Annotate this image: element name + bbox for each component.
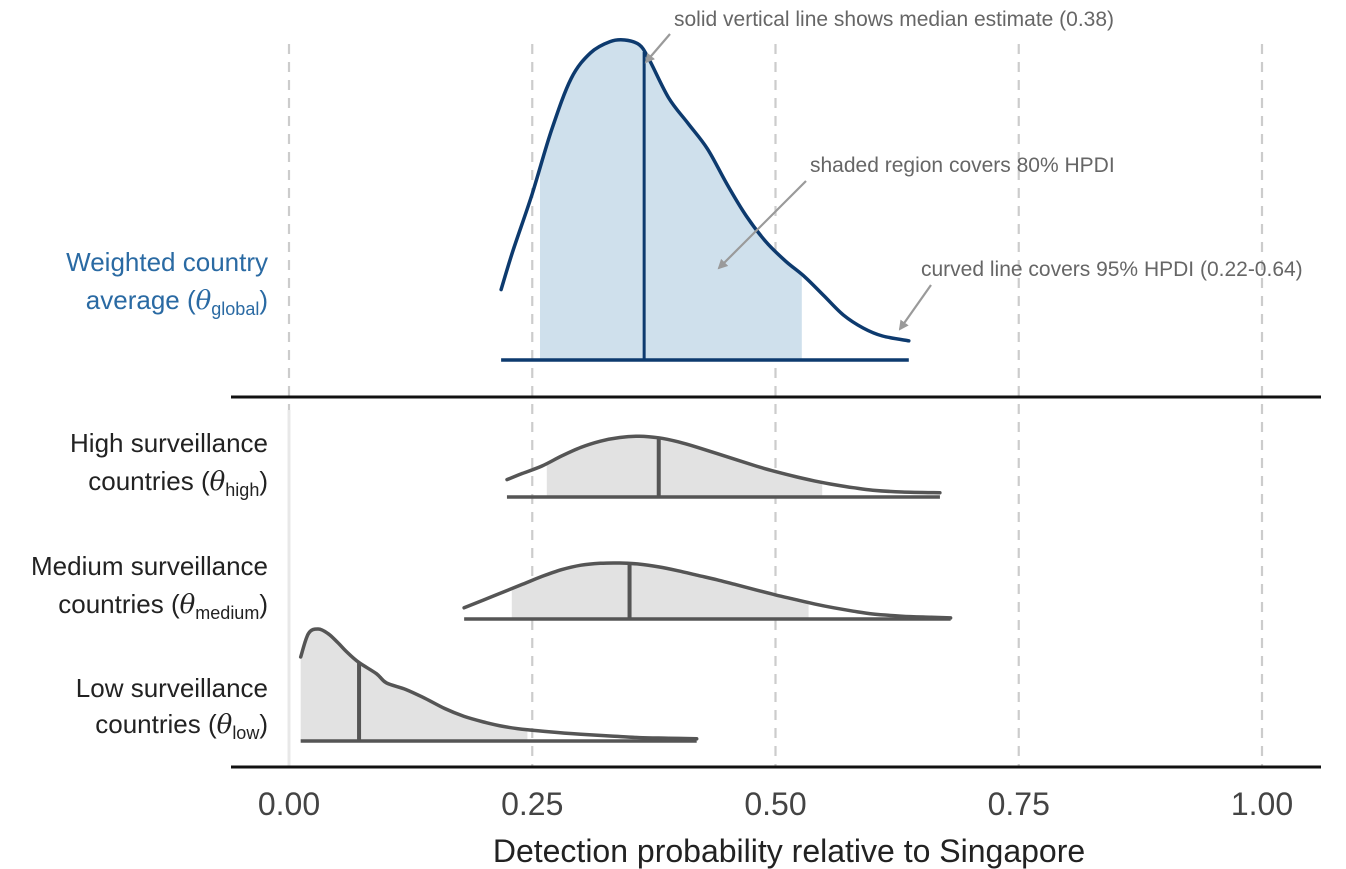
- x-axis-title: Detection probability relative to Singap…: [493, 833, 1085, 869]
- series-label-prefix: countries (: [58, 589, 180, 619]
- hpdi80-region-medium: [511, 562, 809, 619]
- series-label-line2-low: countries (θlow): [95, 709, 268, 743]
- series-label-line2-high: countries (θhigh): [88, 466, 268, 500]
- series-label-line2-medium: countries (θmedium): [58, 589, 268, 623]
- series-label-prefix: average (: [86, 285, 196, 315]
- series-label-suffix: ): [259, 709, 268, 739]
- series-label-prefix: countries (: [88, 466, 210, 496]
- density-curve-global: [499, 37, 911, 343]
- series-label-subscript: low: [232, 723, 260, 743]
- x-tick-label-0: 0.00: [258, 786, 320, 822]
- series-label-subscript: high: [225, 480, 259, 500]
- annotation-hpdi95: curved line covers 95% HPDI (0.22-0.64): [921, 258, 1303, 281]
- ridge-global: [499, 37, 911, 362]
- x-tick-label-2: 0.50: [744, 786, 806, 822]
- axes: 0.00 0.25 0.50 0.75 1.00 Detection probabilit…: [231, 395, 1321, 869]
- annotations: solid vertical line shows median estimat…: [644, 8, 1303, 331]
- x-tick-label-3: 0.75: [988, 786, 1050, 822]
- hpdi80-region-global: [540, 39, 802, 361]
- theta-symbol: θ: [180, 590, 196, 620]
- series-label-suffix: ): [259, 589, 268, 619]
- x-tick-label-4: 1.00: [1231, 786, 1293, 822]
- theta-symbol: θ: [217, 710, 233, 740]
- series-label-line1-low: Low surveillance: [76, 673, 268, 703]
- series-label-line1-global: Weighted country: [66, 247, 268, 277]
- ridge-high: [505, 434, 942, 499]
- ridge-low: [298, 627, 699, 743]
- annotation-hpdi80-arrow: [717, 180, 807, 270]
- series-label-subscript: global: [211, 299, 259, 319]
- x-tick-label-1: 0.25: [501, 786, 563, 822]
- annotation-hpdi95-arrow: [898, 284, 932, 331]
- ridges: [298, 37, 953, 743]
- annotation-median: solid vertical line shows median estimat…: [674, 8, 1114, 31]
- series-label-line1-high: High surveillance: [70, 428, 268, 458]
- density-curve-medium: [462, 561, 953, 620]
- density-curve-low: [298, 627, 699, 741]
- ridge-medium: [462, 561, 953, 621]
- series-label-line1-medium: Medium surveillance: [31, 551, 268, 581]
- series-label-line2-global: average (θglobal): [86, 285, 268, 319]
- density-curve-high: [505, 434, 942, 495]
- series-label-suffix: ): [259, 466, 268, 496]
- series-label-suffix: ): [259, 285, 268, 315]
- theta-symbol: θ: [196, 286, 212, 316]
- series-label-prefix: countries (: [95, 709, 217, 739]
- annotation-median-arrow: [644, 33, 671, 64]
- hpdi80-region-high: [546, 436, 823, 497]
- grid-lines: [287, 44, 1264, 766]
- theta-symbol: θ: [210, 467, 226, 497]
- series-label-subscript: medium: [195, 603, 259, 623]
- annotation-hpdi80: shaded region covers 80% HPDI: [810, 154, 1115, 177]
